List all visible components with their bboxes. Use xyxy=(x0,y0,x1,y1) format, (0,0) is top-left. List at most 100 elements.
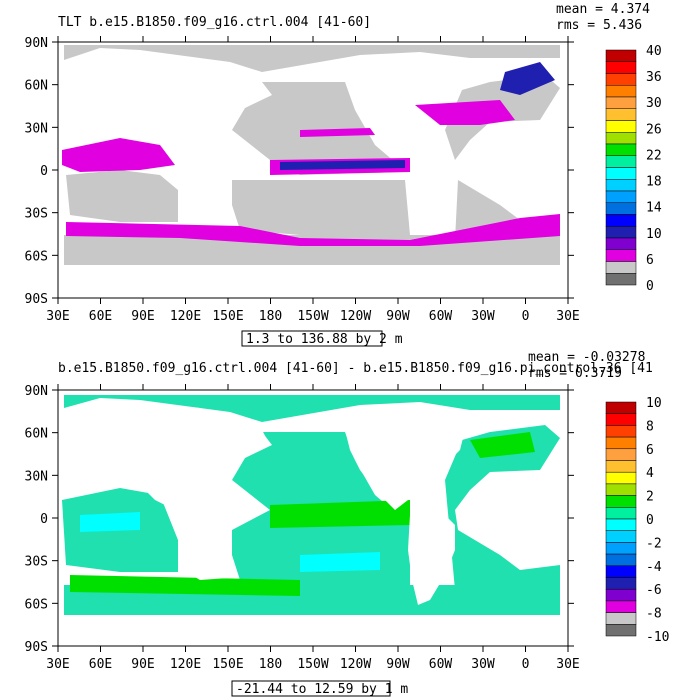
panel-bottom-colorbar: 10 8 6 4 2 0 -2 -4 -6 -8 -10 xyxy=(605,396,669,645)
colorbar-swatch xyxy=(605,120,637,133)
colorbar-swatch xyxy=(605,108,637,121)
colorbar-swatch xyxy=(605,132,637,145)
ocean-south-pacific xyxy=(232,180,410,250)
panel-top-mean: mean = 4.374 xyxy=(556,2,650,17)
colorbar-label: 4 xyxy=(646,466,654,481)
ocean-north-pacific xyxy=(232,82,405,175)
x-tick-label: 120E xyxy=(170,309,201,324)
x-tick-label: 120W xyxy=(340,657,371,672)
land-antarctica xyxy=(58,268,568,298)
panel-bottom-rms: rms = 0.3719 xyxy=(528,366,622,381)
colorbar-swatch xyxy=(605,507,637,520)
panel-top-map xyxy=(57,41,569,299)
colorbar-label: 22 xyxy=(646,148,662,163)
ocean-indian xyxy=(66,170,178,222)
x-tick-label: 30E xyxy=(46,309,69,324)
land-south-america xyxy=(408,160,455,255)
colorbar-swatch xyxy=(605,401,637,414)
colorbar-swatch xyxy=(605,85,637,98)
y-tick-label: 90S xyxy=(25,640,48,655)
panel-bottom-axes: 30E 60E 90E 120E 150E 180 150W 120W 90W 60W 30W 0 30… xyxy=(25,384,580,672)
panel-top-range: 1.3 to 136.88 by 2 m xyxy=(246,332,403,347)
colorbar-swatch xyxy=(605,155,637,168)
colorbar-swatch xyxy=(605,143,637,156)
colorbar-swatch xyxy=(605,542,637,555)
accent-equator xyxy=(280,160,405,170)
x-tick-label: 150W xyxy=(297,309,328,324)
colorbar-label: 40 xyxy=(646,44,662,59)
panel-bottom-range: -21.44 to 12.59 by 1 m xyxy=(236,682,408,697)
land-eurasia-diff xyxy=(64,400,270,510)
land-mask-diff xyxy=(58,400,568,646)
x-tick-label: 90W xyxy=(386,309,410,324)
colorbar-swatch xyxy=(605,190,637,203)
colorbar-label: -2 xyxy=(646,536,662,551)
colorbar-swatch xyxy=(605,565,637,578)
x-tick-label: 150E xyxy=(212,309,243,324)
colorbar-swatch xyxy=(605,624,637,637)
colorbar-swatch xyxy=(605,202,637,215)
colorbar-label: 0 xyxy=(646,513,654,528)
y-tick-label: 60N xyxy=(25,427,48,442)
band-southern xyxy=(66,214,560,246)
y-tick-label: 90S xyxy=(25,292,48,307)
x-tick-label: 180 xyxy=(259,309,282,324)
x-tick-label: 60E xyxy=(89,657,112,672)
colorbar-swatch xyxy=(605,553,637,567)
colorbar-swatch xyxy=(605,495,637,508)
y-tick-label: 0 xyxy=(40,512,48,527)
x-tick-label: 150E xyxy=(212,657,243,672)
accent-labrador xyxy=(500,62,555,95)
colorbar-swatch xyxy=(605,237,637,250)
y-tick-label: 90N xyxy=(25,36,48,51)
land-australia-diff xyxy=(178,540,232,580)
colorbar-swatch xyxy=(605,436,637,450)
x-tick-label: 180 xyxy=(259,657,282,672)
ocean-arctic-diff xyxy=(64,395,560,422)
x-tick-label: 60E xyxy=(89,309,112,324)
colorbar-swatch xyxy=(605,518,637,531)
colorbar-label: 26 xyxy=(646,122,662,137)
x-tick-label: 0 xyxy=(522,657,530,672)
ocean-arctic xyxy=(64,45,560,72)
colorbar-swatch xyxy=(605,530,637,543)
patch-equator xyxy=(270,500,410,528)
x-tick-label: 90W xyxy=(386,657,410,672)
colorbar-swatch xyxy=(605,61,637,74)
ocean-atlantic-diff xyxy=(445,425,560,590)
land-south-america-diff xyxy=(408,510,455,605)
x-tick-label: 30E xyxy=(46,657,69,672)
cyan-patches xyxy=(80,512,380,572)
panel-top-axes: 30E 60E 90E 120E 150E 180 150W 120W 90W 60W 30W 0 30… xyxy=(25,36,580,324)
colorbar-label: 14 xyxy=(646,201,662,216)
panel-top-range-box xyxy=(241,330,383,347)
colorbar-label: 10 xyxy=(646,396,662,411)
colorbar-swatch xyxy=(605,413,637,426)
x-tick-label: 120E xyxy=(170,657,201,672)
land-australia xyxy=(178,190,232,230)
y-tick-label: 30S xyxy=(25,555,48,570)
panel-bottom-mean: mean = -0.03278 xyxy=(528,350,645,365)
colorbar-label: 0 xyxy=(646,279,654,294)
colorbar-swatch xyxy=(605,96,637,109)
colorbar-swatch xyxy=(605,261,637,274)
colorbar-swatch xyxy=(605,600,637,613)
colorbar-label: -6 xyxy=(646,583,662,598)
land-africa xyxy=(488,120,560,215)
x-tick-label: 90E xyxy=(131,309,154,324)
y-tick-label: 30S xyxy=(25,207,48,222)
x-tick-label: 30W xyxy=(471,657,495,672)
panel-bottom-map xyxy=(57,389,569,647)
land-north-america xyxy=(345,55,465,160)
y-tick-label: 60S xyxy=(25,249,48,264)
y-tick-label: 60N xyxy=(25,79,48,94)
land-eurasia xyxy=(64,50,270,160)
band-north-atlantic xyxy=(415,100,515,125)
y-tick-label: 30N xyxy=(25,121,48,136)
patch-south xyxy=(70,575,300,596)
y-tick-label: 60S xyxy=(25,597,48,612)
y-tick-label: 90N xyxy=(25,384,48,399)
x-tick-label: 150W xyxy=(297,657,328,672)
band-north-pacific xyxy=(300,128,375,137)
